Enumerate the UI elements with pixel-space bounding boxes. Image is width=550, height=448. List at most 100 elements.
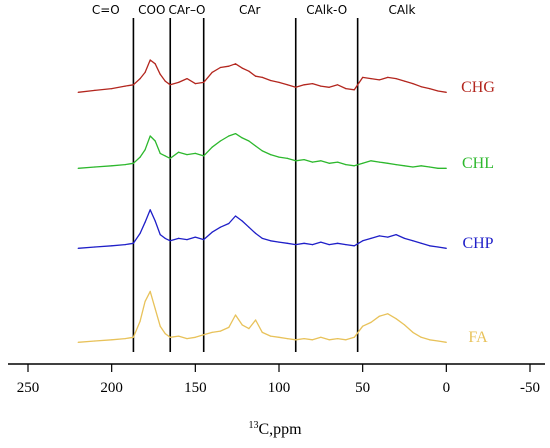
series-point-chl-17 [219,140,221,142]
series-point-chg-20 [241,67,243,69]
series-point-fa-23 [261,331,263,333]
region-label-4: CAlk-O [306,3,347,17]
series-point-chp-5 [139,232,141,234]
series-point-chg-22 [255,75,257,77]
series-point-fa-36 [370,321,372,323]
series-point-chp-15 [203,239,205,241]
series-point-fa-29 [311,339,314,341]
series-point-chl-37 [378,161,380,163]
series-point-chg-2 [111,88,113,90]
series-point-chp-26 [286,242,288,244]
series-point-chp-6 [144,221,146,223]
series-point-fa-2 [111,339,113,341]
series-point-fa-21 [248,328,250,330]
series-point-chp-21 [248,226,250,228]
series-point-chl-4 [132,162,134,164]
series-line-chl [78,132,447,169]
series-point-chl-44 [437,167,439,169]
series-point-fa-7 [149,290,151,292]
series-point-chl-28 [303,159,305,161]
series-point-fa-22 [255,319,257,321]
series-point-chl-35 [362,162,364,164]
series-point-chg-23 [261,76,263,78]
series-point-chg-0 [77,91,79,93]
series-point-chp-34 [353,245,355,247]
series-point-chl-41 [412,166,414,168]
series-point-chg-12 [178,81,180,83]
series-point-chg-35 [362,76,364,78]
series-point-chp-33 [345,244,347,246]
series-point-fa-39 [395,318,397,320]
series-point-chl-22 [255,145,257,147]
x-tick-label-3: 100 [268,380,291,396]
series-point-chl-34 [353,165,355,167]
series-line-fa [78,290,447,343]
series-point-chg-36 [370,78,372,80]
series-point-fa-13 [186,338,188,340]
series-point-chp-37 [378,235,380,237]
series-point-chg-1 [94,89,96,91]
series-point-chp-32 [337,242,339,244]
series-point-chp-7 [149,209,151,211]
series-point-chg-45 [445,91,447,93]
series-point-fa-11 [169,336,171,338]
series-point-chl-36 [370,160,372,162]
series-point-chg-28 [303,84,305,86]
series-point-chl-15 [203,155,205,157]
region-label-5: CAlk [389,3,416,17]
series-point-fa-30 [320,336,322,338]
series-line-chp [78,209,447,249]
series-point-chp-42 [420,242,422,244]
series-point-fa-18 [228,326,230,328]
x-tick-label-6: -50 [520,380,540,396]
series-point-chg-13 [186,78,188,80]
series-point-fa-28 [303,338,305,340]
series-point-fa-15 [203,334,205,336]
series-point-fa-27 [295,339,297,341]
series-point-chl-31 [328,162,330,164]
series-point-chg-25 [278,81,280,83]
series-point-fa-5 [139,320,141,322]
series-group [77,59,447,343]
series-point-chp-30 [320,241,322,243]
series-label-fa: FA [468,329,488,346]
series-point-fa-25 [278,336,280,338]
series-point-chl-43 [429,166,431,168]
series-point-fa-26 [286,338,288,340]
series-point-chp-19 [234,215,237,217]
series-point-chg-32 [337,84,339,86]
series-point-fa-6 [144,300,146,302]
series-point-chl-25 [278,156,280,158]
series-point-chp-44 [437,246,439,248]
series-point-chp-31 [328,244,330,246]
series-point-chg-30 [320,85,322,87]
series-point-fa-37 [378,315,380,317]
series-point-chl-24 [270,154,272,156]
series-point-chl-8 [154,140,156,142]
series-point-chp-43 [429,245,431,247]
x-axis-label: 13C,ppm [248,420,302,438]
series-point-chg-16 [211,71,213,73]
boundary-lines-group [132,18,359,352]
series-point-chl-14 [194,152,196,154]
series-label-chl: CHL [462,155,494,172]
series-point-chp-12 [178,237,180,239]
x-ticks-group: 250 200 150 100 50 0 -50 [17,364,540,396]
series-point-fa-45 [445,341,447,343]
series-point-chg-29 [311,83,314,85]
series-point-chl-9 [159,152,161,154]
series-point-fa-40 [403,324,406,326]
series-point-fa-14 [194,336,196,338]
series-point-chl-39 [395,164,397,166]
series-point-chp-35 [362,240,364,242]
series-point-chl-16 [211,146,213,148]
series-point-chp-36 [370,237,372,239]
series-point-fa-44 [437,340,439,342]
series-point-chp-11 [169,240,171,242]
series-point-chp-40 [403,237,406,239]
series-point-chg-33 [345,88,347,90]
series-point-chg-5 [139,78,141,80]
x-axis-label-main: C,ppm [258,421,302,438]
series-point-chp-16 [211,231,213,233]
